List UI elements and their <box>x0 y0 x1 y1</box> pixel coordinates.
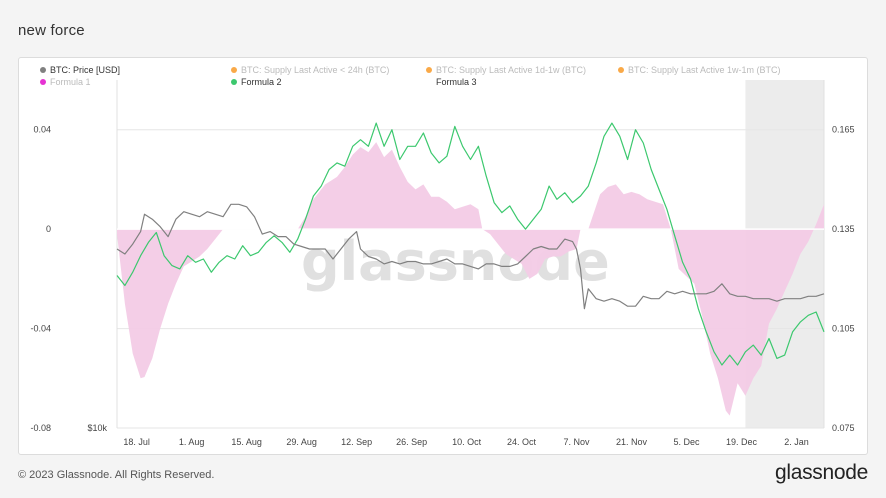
legend-item-5[interactable]: Formula 2 <box>231 77 282 87</box>
right-tick-label-3: 0.075 <box>832 423 855 433</box>
legend-label-3: BTC: Supply Last Active 1w-1m (BTC) <box>628 65 781 75</box>
legend-label-4: Formula 1 <box>50 77 91 87</box>
x-tick-label-12: 2. Jan <box>784 437 809 447</box>
page-title: new force <box>18 22 85 39</box>
x-tick-label-1: 1. Aug <box>179 437 205 447</box>
x-tick-label-6: 10. Oct <box>452 437 482 447</box>
x-tick-label-2: 15. Aug <box>231 437 262 447</box>
legend-marker-4 <box>40 79 46 85</box>
legend-item-4[interactable]: Formula 1 <box>40 77 91 87</box>
legend-marker-0 <box>40 67 46 73</box>
legend-item-2[interactable]: BTC: Supply Last Active 1d-1w (BTC) <box>426 65 586 75</box>
legend-item-6[interactable]: Formula 3 <box>426 77 477 87</box>
legend-label-1: BTC: Supply Last Active < 24h (BTC) <box>241 65 389 75</box>
brand-logo: glassnode <box>774 461 868 484</box>
right-tick-label-2: 0.105 <box>832 324 855 334</box>
series-btc-price-line <box>116 203 825 310</box>
legend-marker-1 <box>231 67 237 73</box>
legend-marker-6 <box>426 79 432 85</box>
x-tick-label-0: 18. Jul <box>123 437 150 447</box>
left-tick-label-3: -0.08 <box>30 423 51 433</box>
x-tick-label-9: 21. Nov <box>616 437 648 447</box>
legend-marker-5 <box>231 79 237 85</box>
right-tick-label-1: 0.135 <box>832 224 855 234</box>
legend-label-2: BTC: Supply Last Active 1d-1w (BTC) <box>436 65 586 75</box>
x-tick-label-11: 19. Dec <box>726 437 758 447</box>
price-axis-label: $10k <box>87 423 107 433</box>
legend-label-6: Formula 3 <box>436 77 477 87</box>
x-tick-label-4: 12. Sep <box>341 437 372 447</box>
x-tick-label-5: 26. Sep <box>396 437 427 447</box>
legend-marker-3 <box>618 67 624 73</box>
axes-layer: 0.04 0 -0.04 -0.08 0.165 0.135 0.105 0.075 $10k 1… <box>30 125 854 447</box>
legend: BTC: Price [USD] BTC: Supply Last Active … <box>40 65 781 87</box>
legend-label-0: BTC: Price [USD] <box>50 65 120 75</box>
right-tick-label-0: 0.165 <box>832 125 855 135</box>
legend-label-5: Formula 2 <box>241 77 282 87</box>
left-tick-label-2: -0.04 <box>30 324 51 334</box>
x-tick-label-7: 24. Oct <box>507 437 537 447</box>
x-tick-label-3: 29. Aug <box>286 437 317 447</box>
series-formula-2-line <box>116 122 825 366</box>
series-formula-1-area <box>117 142 824 416</box>
chart-svg: glassnode 0.040-0.04-0.080.1650.1350.105… <box>30 65 854 447</box>
legend-item-1[interactable]: BTC: Supply Last Active < 24h (BTC) <box>231 65 389 75</box>
x-tick-label-10: 5. Dec <box>674 437 701 447</box>
left-tick-label-0: 0.04 <box>33 125 51 135</box>
copyright-text: © 2023 Glassnode. All Rights Reserved. <box>18 469 215 481</box>
left-tick-label-1: 0 <box>46 224 51 234</box>
legend-item-0[interactable]: BTC: Price [USD] <box>40 65 120 75</box>
legend-item-3[interactable]: BTC: Supply Last Active 1w-1m (BTC) <box>618 65 781 75</box>
chart-card: glassnode 0.04 0 -0.04 -0.08 0.165 0.135 0.105… <box>18 57 868 455</box>
x-tick-label-8: 7. Nov <box>564 437 591 447</box>
legend-marker-2 <box>426 67 432 73</box>
series-layer <box>116 122 825 416</box>
